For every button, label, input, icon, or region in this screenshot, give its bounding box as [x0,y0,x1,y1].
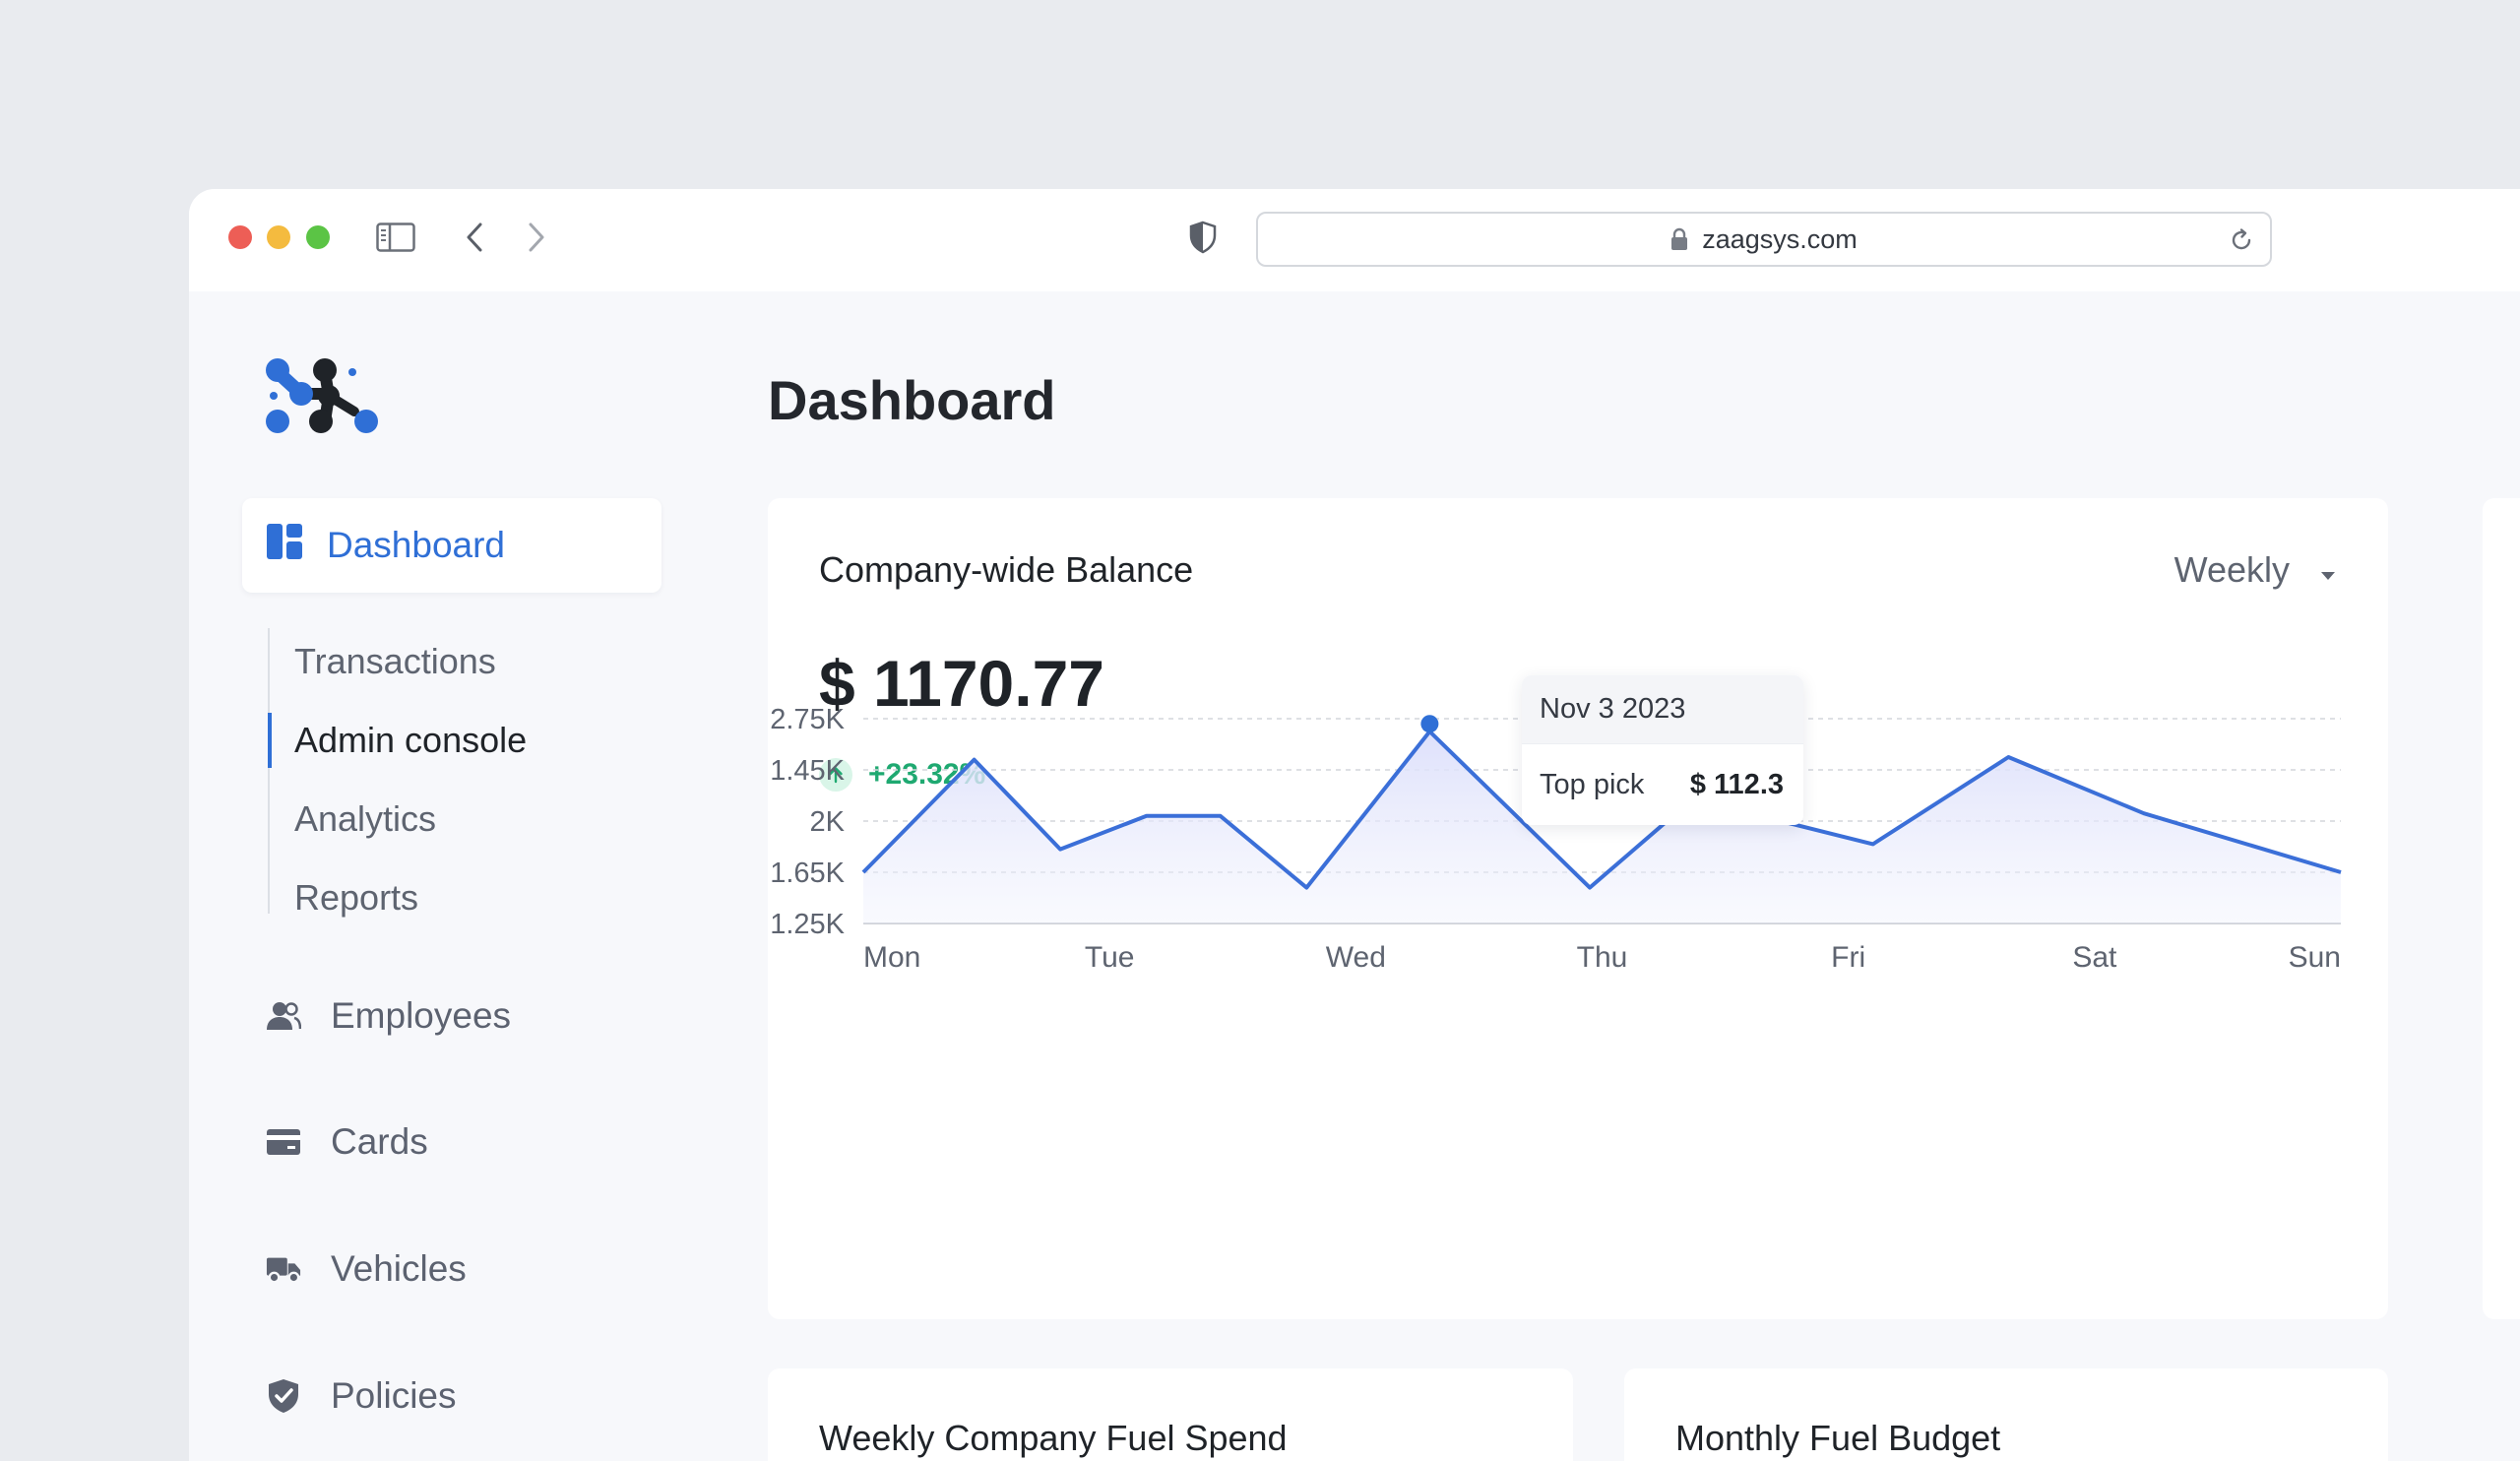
x-tick-label: Sun [2289,941,2341,974]
dashboard-icon [266,523,303,569]
company-logo [264,356,392,445]
x-tick-label: Sat [2072,941,2117,974]
url-text: zaagsys.com [1702,223,1858,254]
sidebar-item-dashboard[interactable]: Dashboard [242,498,662,593]
card-icon [266,1124,301,1160]
caret-down-icon [2319,549,2337,591]
highlight-point [1420,715,1439,733]
sidebar-subnav: Transactions Admin console Analytics Rep… [268,628,624,918]
period-dropdown[interactable]: Weekly [2174,549,2337,591]
shield-check-icon [266,1378,301,1414]
truck-icon [266,1251,301,1287]
sidebar-item-label: Dashboard [327,525,506,565]
browser-toolbar: zaagsys.com [189,189,2520,291]
sidebar-subitem-transactions[interactable]: Transactions [270,634,624,689]
close-window-button[interactable] [228,225,252,249]
y-tick-label: 2.75K [770,704,845,735]
balance-chart: 2.75K 1.45K 2K 1.65K 1.25K Mon Tue Wed Thu Fri Sa… [770,704,2342,974]
series-line [861,730,2342,890]
period-dropdown-label: Weekly [2174,549,2290,590]
users-icon [266,998,301,1034]
subitem-label: Transactions [294,641,496,681]
fuel-spend-title: Weekly Company Fuel Spend [819,1418,1288,1458]
sidebar-item-label: Employees [331,995,512,1036]
x-tick-label: Fri [1831,941,1865,974]
arrow-up-icon [819,758,852,792]
y-tick-label: 2K [810,806,846,838]
sidebar-item-label: Cards [331,1121,428,1162]
y-tick-label: 1.45K [770,755,845,787]
fuel-spend-card: Weekly Company Fuel Spend [768,1368,1573,1461]
back-arrow-icon[interactable] [455,213,494,262]
privacy-shield-icon[interactable] [1181,213,1225,262]
tooltip-row: Top pick $ 112.3 [1522,744,1803,825]
browser-window: zaagsys.com [189,189,2520,1461]
sidebar-subitem-admin-console[interactable]: Admin console [268,713,624,768]
fuel-budget-title: Monthly Fuel Budget [1675,1418,2001,1458]
tooltip-date: Nov 3 2023 [1522,675,1803,744]
series-area [863,731,2341,923]
sidebar-item-policies[interactable]: Policies [266,1366,679,1426]
sidebar-item-label: Policies [331,1375,457,1416]
x-tick-label: Mon [863,941,920,974]
subitem-label: Reports [294,877,419,918]
sidebar-subitem-analytics[interactable]: Analytics [270,792,624,847]
sidebar-item-employees[interactable]: Employees [266,986,679,1046]
sidebar-item-label: Vehicles [331,1248,467,1289]
side-card [2483,498,2520,1319]
forward-arrow-icon[interactable] [517,213,556,262]
address-bar[interactable]: zaagsys.com [1256,212,2272,267]
balance-amount: $ 1170.77 [819,647,1104,720]
subitem-label: Admin console [294,720,528,760]
maximize-window-button[interactable] [306,225,330,249]
sidebar-toggle-icon[interactable] [371,213,420,262]
fuel-budget-card: Monthly Fuel Budget [1624,1368,2388,1461]
balance-card-title: Company-wide Balance [819,549,1194,590]
subitem-label: Analytics [294,798,437,839]
sidebar-subitem-reports[interactable]: Reports [270,870,624,925]
balance-card: Company-wide Balance Weekly $ 1170.77 +2… [768,498,2388,1319]
page-title: Dashboard [768,369,1056,431]
lock-icon [1670,227,1688,251]
x-tick-label: Tue [1085,941,1135,974]
x-tick-label: Thu [1577,941,1628,974]
sidebar-item-vehicles[interactable]: Vehicles [266,1239,679,1299]
tooltip-label: Top pick [1540,768,1645,800]
y-tick-label: 1.25K [770,909,845,940]
y-tick-label: 1.65K [770,858,845,889]
x-tick-label: Wed [1326,941,1386,974]
minimize-window-button[interactable] [267,225,290,249]
chart-tooltip: Nov 3 2023 Top pick $ 112.3 [1522,675,1803,825]
reload-icon[interactable] [2227,225,2256,255]
sidebar-item-cards[interactable]: Cards [266,1112,679,1172]
tooltip-value: $ 112.3 [1689,768,1784,800]
